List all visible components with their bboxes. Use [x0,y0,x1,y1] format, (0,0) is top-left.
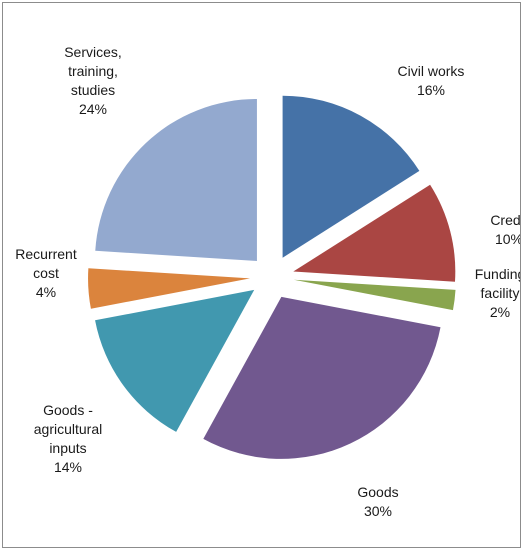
label-goods: Goods 30% [357,484,399,519]
pie-chart [88,95,456,459]
slice-funding-facility [293,279,456,311]
slice-credit [293,184,456,282]
label-recurrent-cost: Recurrent cost 4% [15,246,77,300]
label-credit: Credit 10% [490,212,521,247]
slice-recurrent-cost [88,268,251,309]
slice-services-training-studies [95,98,257,261]
label-goods-agricultural-inputs: Goods - agricultural inputs 14% [33,402,103,475]
chart-area: Civil works 16% Credit 10% Funding facil… [2,2,521,548]
label-funding-facility: Funding facility 2% [474,266,521,320]
slice-goods [203,296,441,459]
slice-goods-agricultural-inputs [95,289,255,432]
label-civil-works: Civil works 16% [397,63,465,98]
label-services-training-studies: Services, training, studies 24% [64,44,122,117]
slice-civil-works [282,95,420,258]
